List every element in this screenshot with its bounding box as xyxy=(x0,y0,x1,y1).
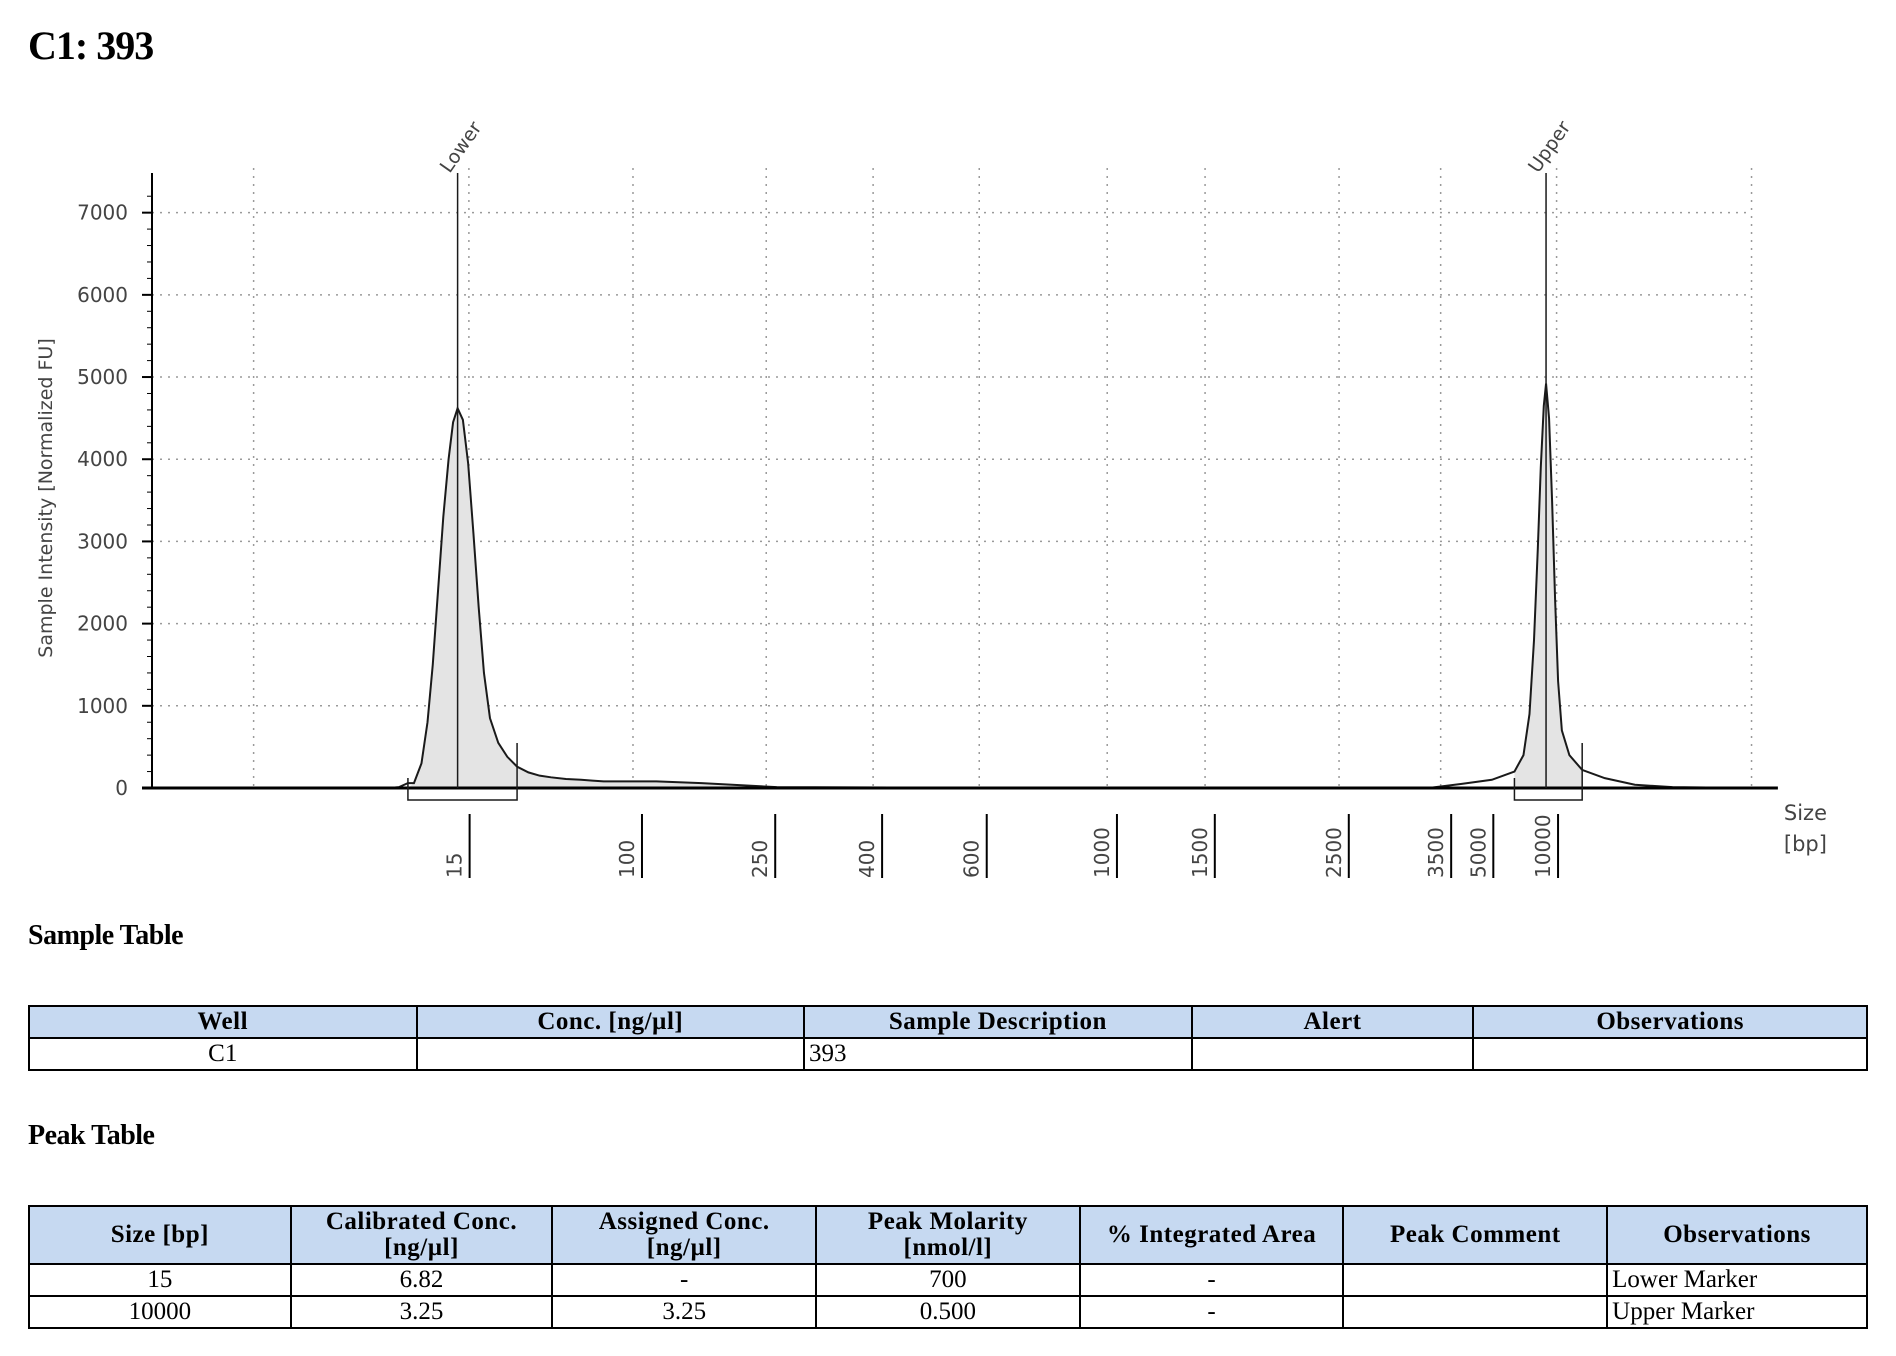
y-tick-label: 3000 xyxy=(77,529,128,553)
upper-peak-area xyxy=(1514,383,1583,788)
sample-table-header: Alert xyxy=(1190,1005,1475,1039)
y-tick-label: 1000 xyxy=(77,694,128,718)
sample-table-header: Observations xyxy=(1472,1005,1868,1039)
x-axis-label: [bp] xyxy=(1784,832,1827,856)
table-cell: 393 xyxy=(803,1037,1193,1071)
lower-peak-area xyxy=(407,408,777,788)
peak-table-header: Calibrated Conc. [ng/µl] xyxy=(289,1205,554,1265)
table-cell: 3.25 xyxy=(289,1295,554,1329)
table-cell: 6.82 xyxy=(289,1263,554,1297)
table-row: C1 393 xyxy=(28,1037,1868,1071)
sample-table-header: Sample Description xyxy=(803,1005,1193,1039)
table-cell xyxy=(1472,1037,1868,1071)
table-cell: Lower Marker xyxy=(1606,1263,1868,1297)
x-tick-label: 3500 xyxy=(1424,827,1448,878)
table-cell xyxy=(1190,1037,1475,1071)
sample-table-title: Sample Table xyxy=(28,920,184,951)
peak-table-header: Observations xyxy=(1606,1205,1868,1265)
peak-table-header: Size [bp] xyxy=(28,1205,292,1265)
table-cell: 3.25 xyxy=(551,1295,818,1329)
peak-table-title: Peak Table xyxy=(28,1120,155,1151)
table-cell: - xyxy=(1078,1295,1345,1329)
trace-line xyxy=(319,383,1748,789)
peak-table-header: Assigned Conc. [ng/µl] xyxy=(551,1205,818,1265)
integration-bracket xyxy=(407,743,518,801)
y-tick-label: 6000 xyxy=(77,283,128,307)
table-cell xyxy=(415,1037,806,1071)
y-tick-label: 0 xyxy=(115,776,128,800)
peak-table-header: Peak Comment xyxy=(1342,1205,1609,1265)
table-cell: C1 xyxy=(28,1037,418,1071)
y-axis-label: Sample Intensity [Normalized FU] xyxy=(35,338,57,657)
y-tick-label: 5000 xyxy=(77,365,128,389)
x-tick-label: 1000 xyxy=(1090,827,1114,878)
table-cell: 700 xyxy=(815,1263,1081,1297)
x-tick-label: 400 xyxy=(855,840,879,878)
table-cell: - xyxy=(551,1263,818,1297)
sample-table-header: Well xyxy=(28,1005,418,1039)
table-cell xyxy=(1342,1263,1609,1297)
page-title: C1: 393 xyxy=(28,23,154,68)
x-axis-label: Size xyxy=(1784,801,1827,825)
electropherogram-chart: 0 1000 2000 3000 4000 5000 6000 7000 Sample Inte… xyxy=(35,117,1827,878)
marker-label: Upper xyxy=(1524,117,1575,177)
x-tick-label: 1500 xyxy=(1188,827,1212,878)
table-cell: Upper Marker xyxy=(1606,1295,1868,1329)
x-tick-label: 5000 xyxy=(1466,827,1490,878)
sample-table-header: Conc. [ng/µl] xyxy=(415,1005,806,1039)
peak-table-header: Peak Molarity [nmol/l] xyxy=(815,1205,1081,1265)
x-tick-label: 2500 xyxy=(1322,827,1346,878)
y-tick-label: 7000 xyxy=(77,201,128,225)
peak-table: Size [bp] Calibrated Conc. [ng/µl] Assig… xyxy=(28,1205,1868,1329)
x-tick-label: 100 xyxy=(615,840,639,878)
x-tick-label: 15 xyxy=(443,853,467,878)
sample-table: Well Conc. [ng/µl] Sample Description Al… xyxy=(28,1005,1868,1071)
marker-label: Lower xyxy=(436,117,487,176)
x-tick-label: 250 xyxy=(748,840,772,878)
integration-bracket xyxy=(1513,743,1583,801)
table-row: 10000 3.25 3.25 0.500 - Upper Marker xyxy=(28,1295,1868,1329)
table-cell: - xyxy=(1078,1263,1345,1297)
peak-table-header: % Integrated Area xyxy=(1078,1205,1345,1265)
y-tick-label: 4000 xyxy=(77,447,128,471)
table-row: 15 6.82 - 700 - Lower Marker xyxy=(28,1263,1868,1297)
table-cell: 15 xyxy=(28,1263,292,1297)
table-cell: 10000 xyxy=(28,1295,292,1329)
table-cell xyxy=(1342,1295,1609,1329)
table-cell: 0.500 xyxy=(815,1295,1081,1329)
y-tick-label: 2000 xyxy=(77,612,128,636)
x-tick-label: 10000 xyxy=(1531,814,1555,878)
x-tick-label: 600 xyxy=(960,840,984,878)
